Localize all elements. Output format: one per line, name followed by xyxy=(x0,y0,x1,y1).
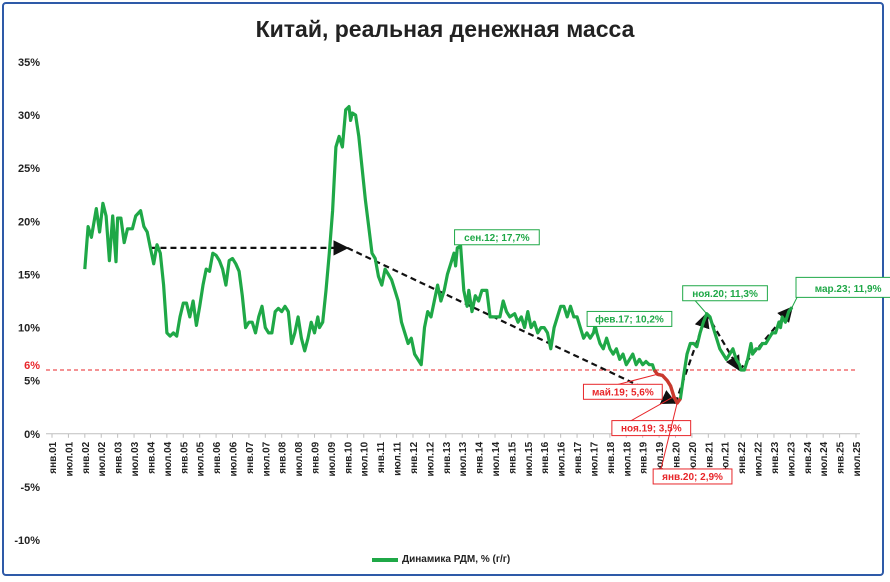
chart-title: Китай, реальная денежная масса xyxy=(255,16,635,42)
x-tick-label: июл.12 xyxy=(425,441,436,476)
annotation-box xyxy=(795,276,890,298)
annotation: мар.23; 11,9% xyxy=(791,276,890,308)
annotation: ноя.20; 11,3% xyxy=(682,285,768,315)
x-tick-label: июл.21 xyxy=(721,441,732,476)
reference-line-group: 6% xyxy=(24,360,856,372)
x-tick-label: июл.11 xyxy=(393,441,404,476)
x-tick-label: янв.12 xyxy=(409,441,420,473)
y-tick-label: 20% xyxy=(18,216,40,228)
x-tick-label: июл.08 xyxy=(294,441,305,476)
series-line xyxy=(83,105,794,405)
y-tick-label: 10% xyxy=(18,323,40,335)
legend-swatch xyxy=(372,557,398,562)
x-tick-label: июл.15 xyxy=(524,441,535,476)
annotation-box xyxy=(586,310,673,327)
x-tick-label: июл.20 xyxy=(688,441,699,476)
x-axis: янв.01 июл.01 янв.02 июл.02 янв.03 июл.03 янв.… xyxy=(46,433,863,476)
x-tick-label: июл.06 xyxy=(228,441,239,476)
x-tick-label: июл.25 xyxy=(852,441,863,476)
annotation-label: май.19; 5,6% xyxy=(592,387,654,398)
annotation-label: фев.17; 10,2% xyxy=(595,314,664,326)
x-tick-label: июл.24 xyxy=(819,441,830,476)
x-tick-label: янв.19 xyxy=(639,441,650,473)
annotation: янв.20; 2,9% xyxy=(652,402,733,485)
annotation: май.19; 5,6% xyxy=(582,373,663,400)
y-tick-label: 5% xyxy=(24,376,40,388)
y-tick-label: 0% xyxy=(24,429,40,441)
x-tick-label: янв.08 xyxy=(278,441,289,473)
annotation-label: сен.12; 17,7% xyxy=(464,233,530,244)
annotation: сен.12; 17,7% xyxy=(454,229,540,246)
x-tick-label: янв.03 xyxy=(114,441,125,473)
x-tick-label: янв.17 xyxy=(573,441,584,473)
x-tick-label: янв.04 xyxy=(146,441,157,473)
annotation-label: ноя.20; 11,3% xyxy=(692,289,758,300)
y-tick-label: 35% xyxy=(18,57,40,69)
series-highlight xyxy=(652,368,682,405)
x-tick-label: июл.10 xyxy=(360,441,371,476)
x-tick-label: янв.11 xyxy=(376,441,387,473)
x-tick-label: янв.14 xyxy=(475,441,486,473)
x-tick-label: июл.03 xyxy=(130,441,141,476)
annotation-box xyxy=(652,468,733,485)
x-tick-label: июл.05 xyxy=(196,441,207,476)
y-tick-label: -10% xyxy=(14,535,40,547)
x-tick-label: янв.23 xyxy=(770,441,781,473)
annotation-label: мар.23; 11,9% xyxy=(815,284,882,295)
legend-label: Динамика РДМ, % (г/г) xyxy=(402,554,511,565)
x-tick-label: янв.24 xyxy=(803,441,814,473)
x-tick-label: янв.02 xyxy=(81,441,92,473)
x-tick-label: янв.21 xyxy=(704,441,715,473)
y-tick-label: 25% xyxy=(18,163,40,175)
annotation: ноя.19; 3,5% xyxy=(611,396,692,437)
x-tick-label: янв.05 xyxy=(179,441,190,473)
x-tick-label: июл.04 xyxy=(163,441,174,476)
reference-line-label: 6% xyxy=(24,360,40,372)
x-tick-label: июл.16 xyxy=(557,441,568,476)
legend: Динамика РДМ, % (г/г) xyxy=(372,554,510,565)
x-tick-label: янв.10 xyxy=(343,441,354,473)
x-tick-label: июл.01 xyxy=(64,441,75,476)
series-group xyxy=(83,105,794,405)
x-tick-label: янв.25 xyxy=(836,441,847,473)
annotation-leader xyxy=(658,402,678,477)
y-axis: 35% 30% 25% 20% 15% 10% 5% 0% -5% -10% xyxy=(14,57,40,547)
x-tick-label: янв.18 xyxy=(606,441,617,473)
x-tick-label: янв.20 xyxy=(672,441,683,473)
annotation-box xyxy=(611,420,692,437)
y-tick-label: 15% xyxy=(18,269,40,281)
x-tick-label: июл.23 xyxy=(786,441,797,476)
x-tick-label: янв.09 xyxy=(311,441,322,473)
x-tick-label: июл.22 xyxy=(754,441,765,476)
annotation-label: янв.20; 2,9% xyxy=(662,472,723,483)
annotation-box xyxy=(682,285,768,302)
x-tick-label: июл.02 xyxy=(97,441,108,476)
x-tick-label: июл.18 xyxy=(622,441,633,476)
x-tick-label: июл.13 xyxy=(458,441,469,476)
x-tick-label: июл.17 xyxy=(589,441,600,476)
x-tick-label: янв.22 xyxy=(737,441,748,473)
annotation-box xyxy=(454,229,540,246)
x-tick-label: янв.01 xyxy=(48,441,59,473)
x-tick-label: июл.19 xyxy=(655,441,666,476)
y-tick-label: 30% xyxy=(18,110,40,122)
x-tick-label: июл.07 xyxy=(261,441,272,476)
x-tick-label: янв.07 xyxy=(245,441,256,473)
x-tick-label: янв.16 xyxy=(540,441,551,473)
annotations: сен.12; 17,7% фев.17; 10,2% ноя.20; 11,3% м… xyxy=(454,229,890,485)
annotation: фев.17; 10,2% xyxy=(586,310,673,327)
x-tick-label: янв.06 xyxy=(212,441,223,473)
trend-arrow xyxy=(346,246,677,405)
annotation-box xyxy=(582,383,663,400)
y-tick-label: -5% xyxy=(20,482,40,494)
x-tick-label: июл.09 xyxy=(327,441,338,476)
x-tick-label: янв.13 xyxy=(442,441,453,473)
x-tick-label: янв.15 xyxy=(507,441,518,473)
x-tick-label: июл.14 xyxy=(491,441,502,476)
annotation-label: ноя.19; 3,5% xyxy=(621,424,682,435)
